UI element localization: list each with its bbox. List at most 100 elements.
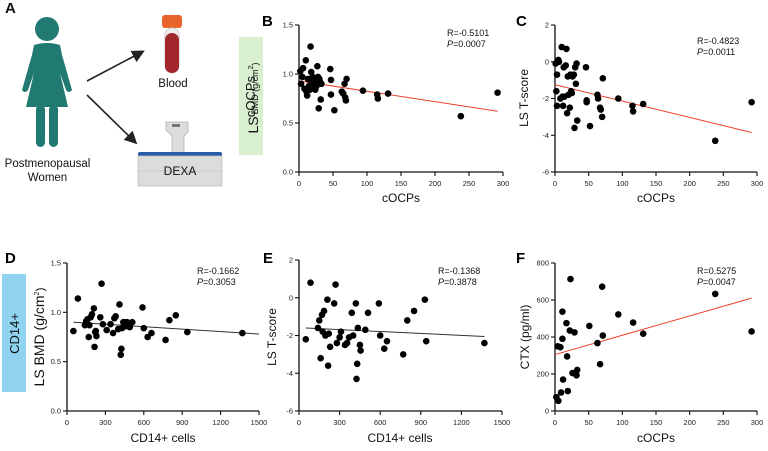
- postmenopausal-woman-icon: [22, 17, 72, 147]
- data-point: [380, 345, 388, 353]
- x-tick-label: 1200: [212, 418, 229, 427]
- tube-cap: [162, 15, 182, 28]
- stat-p-label: P: [697, 47, 703, 57]
- y-axis-label-sup: 2: [248, 65, 255, 69]
- y-axis-label-close: ): [33, 288, 47, 292]
- x-tick-label: 150: [395, 179, 408, 188]
- dexa-arm-screen: [172, 124, 180, 127]
- data-point: [343, 75, 350, 83]
- y-tick-label: 0.5: [283, 119, 293, 128]
- data-point: [98, 280, 105, 288]
- data-point: [711, 290, 719, 298]
- x-tick-label: 300: [99, 418, 112, 427]
- x-tick-label: 1500: [251, 418, 268, 427]
- stat-p: P=0.3878: [438, 277, 477, 287]
- data-point: [123, 318, 131, 326]
- data-point: [317, 354, 324, 362]
- data-point: [166, 316, 173, 324]
- data-point: [375, 300, 383, 307]
- data-point: [336, 334, 343, 341]
- data-point: [599, 332, 607, 339]
- data-point: [109, 329, 117, 337]
- x-tick-label: 1200: [453, 418, 470, 427]
- data-point: [357, 347, 364, 354]
- postmenopausal-label: Postmenopausal Women: [0, 157, 95, 185]
- data-point: [383, 337, 391, 345]
- x-tick-label: 50: [584, 179, 592, 188]
- data-point: [314, 62, 321, 70]
- data-point: [572, 80, 580, 88]
- data-point: [563, 353, 571, 360]
- data-point: [299, 64, 307, 72]
- data-point: [343, 339, 351, 347]
- data-point: [568, 89, 576, 97]
- data-point: [594, 95, 602, 102]
- data-point: [594, 339, 601, 347]
- x-tick-label: 900: [415, 418, 428, 427]
- data-point: [103, 326, 110, 334]
- data-point: [614, 311, 622, 318]
- x-tick-label: 300: [751, 418, 764, 427]
- woman-dress: [22, 43, 72, 107]
- data-point: [317, 96, 325, 103]
- data-point: [563, 109, 571, 117]
- data-point: [333, 339, 341, 347]
- data-point: [327, 76, 335, 84]
- row-label-cd14: CD14+: [2, 274, 26, 392]
- data-point: [410, 307, 418, 315]
- data-point: [598, 113, 606, 121]
- y-tick-label: 1.5: [51, 259, 61, 268]
- data-point: [330, 300, 338, 307]
- x-tick-label: 300: [497, 179, 510, 188]
- x-tick-label: 0: [297, 418, 301, 427]
- stat-r: R=0.5275: [697, 266, 736, 276]
- blood-tube-icon: [162, 15, 182, 74]
- data-point: [562, 62, 570, 69]
- chart-panel-f: F 0 50 100 150 200 250 300 0 200 400 600 800 cOCPs CTX…: [516, 250, 764, 445]
- y-tick-label: 0: [545, 407, 549, 416]
- data-point: [573, 60, 580, 67]
- data-point: [555, 397, 562, 405]
- data-point: [629, 319, 637, 326]
- regression-line: [298, 80, 498, 112]
- data-point: [315, 105, 323, 112]
- y-tick-label: -2: [542, 94, 549, 103]
- data-point: [324, 362, 332, 369]
- data-point: [494, 89, 501, 96]
- data-point: [327, 91, 335, 98]
- data-point: [116, 301, 123, 308]
- data-point: [362, 326, 369, 334]
- stat-r: R=-0.1662: [197, 266, 239, 276]
- data-point: [629, 108, 637, 115]
- stat-p-label: P: [438, 277, 444, 287]
- data-point: [553, 71, 561, 78]
- x-tick-label: 100: [361, 179, 374, 188]
- data-point: [353, 375, 360, 383]
- x-tick-label: 50: [329, 179, 337, 188]
- y-axis-label: LS T-score: [265, 308, 279, 366]
- stat-p-value: =0.0047: [703, 277, 736, 287]
- data-point: [376, 332, 384, 339]
- y-axis-label: LS BMD (g/cm2): [31, 288, 47, 387]
- data-point: [140, 324, 148, 332]
- data-point: [567, 275, 574, 283]
- data-point: [239, 329, 246, 337]
- y-tick-label: 0: [289, 293, 293, 302]
- stat-p-label: P: [697, 277, 703, 287]
- data-point: [598, 283, 606, 290]
- data-point: [352, 300, 360, 307]
- data-point: [70, 327, 77, 335]
- y-tick-label: 400: [536, 333, 549, 342]
- data-point: [571, 329, 578, 336]
- panel-a-letter: A: [5, 0, 16, 17]
- x-axis-label: cOCPs: [637, 431, 675, 445]
- data-point: [349, 332, 357, 339]
- dexa-scanner-icon: [137, 121, 223, 187]
- y-tick-label: -6: [542, 168, 549, 177]
- data-point: [86, 321, 93, 329]
- stat-p-value: =0.3053: [203, 277, 236, 287]
- x-tick-label: 150: [650, 179, 663, 188]
- x-axis-label: cOCPs: [382, 191, 420, 205]
- y-tick-label: 0.0: [51, 407, 61, 416]
- data-point: [596, 360, 604, 368]
